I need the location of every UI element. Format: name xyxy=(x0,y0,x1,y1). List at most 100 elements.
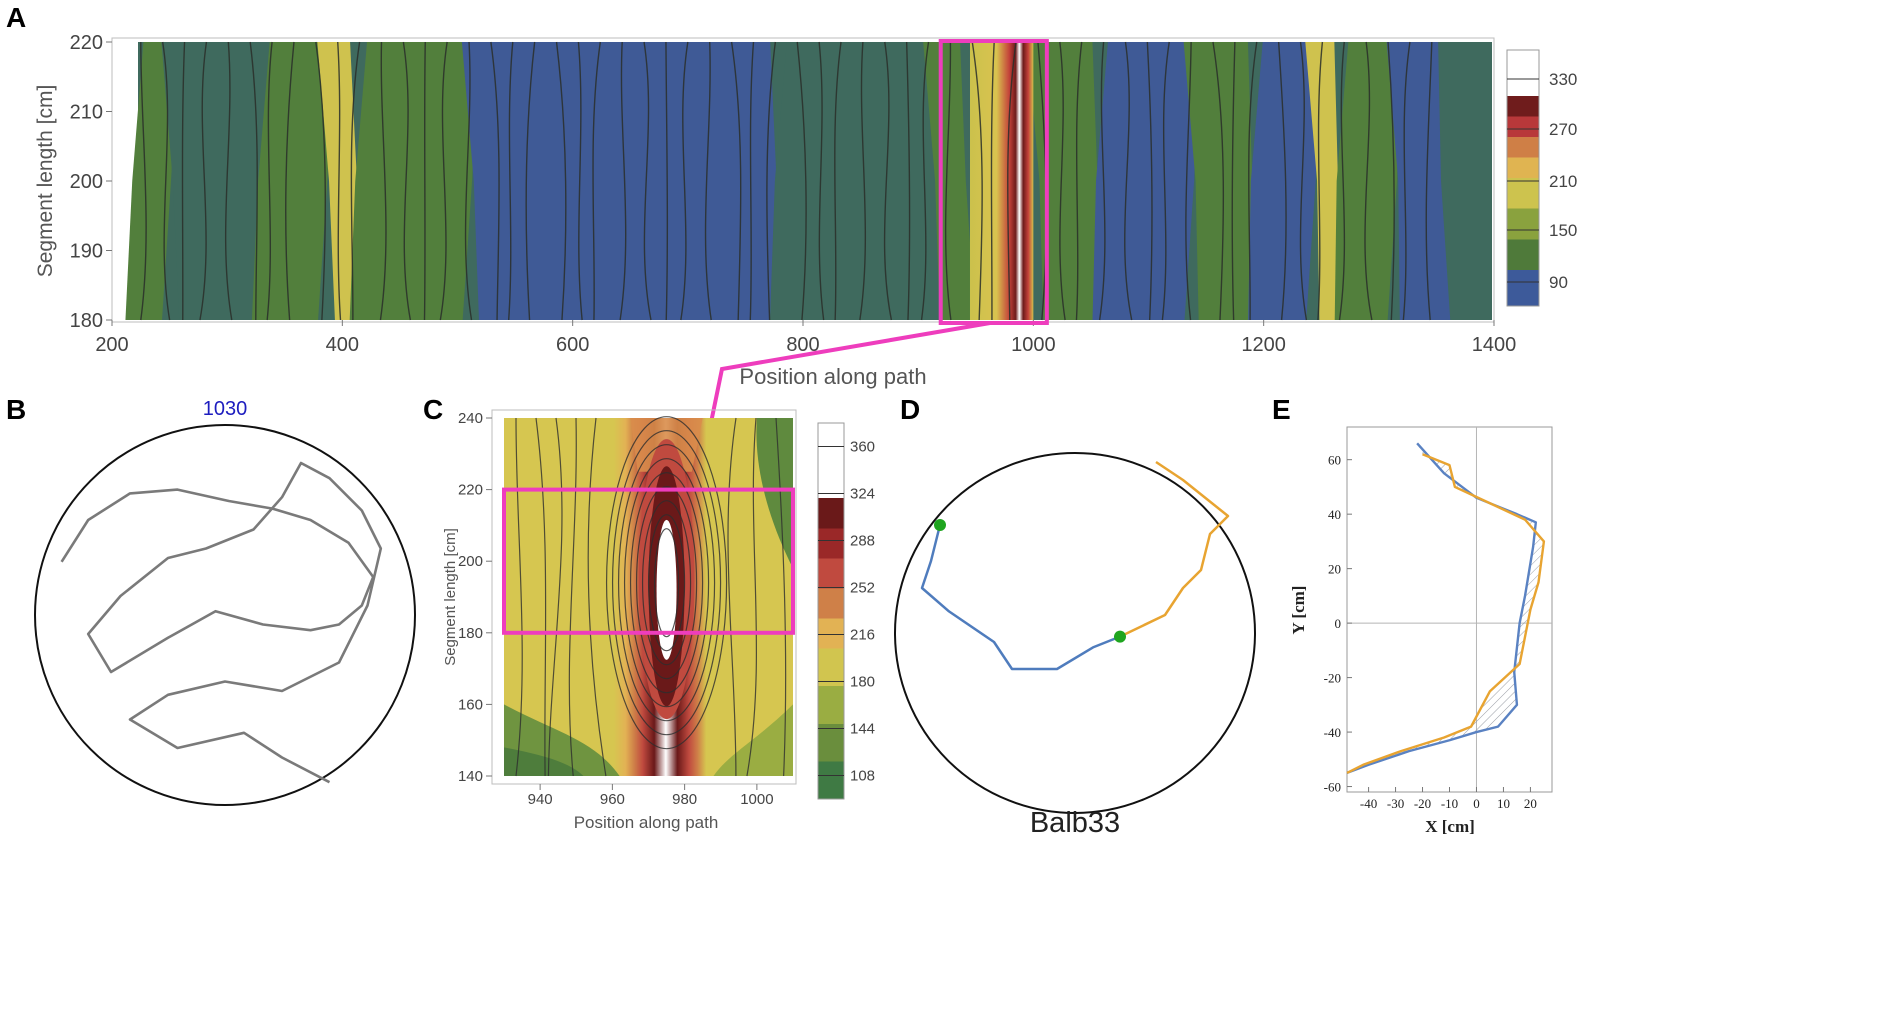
y-tick-label: 40 xyxy=(1328,507,1341,522)
y-tick-label: 200 xyxy=(70,171,103,193)
heatmap-a-contour xyxy=(944,41,952,321)
colorbar-a-label: 90 xyxy=(1549,273,1568,292)
heatmap-a-contour xyxy=(140,41,147,321)
y-tick-label: -20 xyxy=(1324,671,1341,686)
heatmap-a-contour xyxy=(749,41,755,321)
y-tick-label: 0 xyxy=(1335,616,1342,631)
colorbar-a-label: 270 xyxy=(1549,120,1577,139)
heatmap-c-peak-region xyxy=(656,519,677,660)
heatmap-c-contour xyxy=(746,417,758,777)
heatmap-a-contour xyxy=(402,41,412,321)
panel-a-ylabel: Segment length [cm] xyxy=(34,85,57,278)
heatmap-a-contour xyxy=(507,41,514,321)
heatmap-a-contour xyxy=(730,41,742,321)
x-tick-label: -10 xyxy=(1441,796,1458,811)
heatmap-a-contour xyxy=(619,41,627,321)
panel-d-trajectory-blue xyxy=(920,524,1121,671)
panel-a-heatmap: 200 400 600 800 1000 1200 1400180190200210220 … xyxy=(34,32,1577,389)
heatmap-c-green-region xyxy=(756,418,793,569)
heatmap-a-band xyxy=(1092,42,1199,320)
heatmap-a-contour xyxy=(350,41,361,321)
x-tick-label: -40 xyxy=(1360,796,1377,811)
panel-e-series-blue xyxy=(1346,442,1538,775)
heatmap-c-contour xyxy=(605,416,728,750)
heatmap-c-contour xyxy=(641,500,692,666)
y-tick-label: 190 xyxy=(70,241,103,263)
heatmap-a-contour xyxy=(423,41,426,321)
heatmap-a-contour xyxy=(199,41,208,321)
heatmap-c-contour xyxy=(629,472,704,694)
y-tick-label: 60 xyxy=(1328,453,1341,468)
heatmap-a-contour xyxy=(379,41,387,321)
heatmap-a-contour xyxy=(766,41,777,321)
panel-e-hatched-area xyxy=(1347,443,1544,773)
x-tick-label: -20 xyxy=(1414,796,1431,811)
y-tick-label: 140 xyxy=(458,768,483,785)
heatmap-a-band xyxy=(1248,42,1320,320)
y-tick-label: -40 xyxy=(1324,725,1341,740)
heatmap-c-contour xyxy=(775,417,787,777)
colorbar-c-label: 324 xyxy=(850,486,875,503)
x-tick-label: 1000 xyxy=(740,791,773,808)
heatmap-a-band xyxy=(1334,42,1401,320)
heatmap-c-contour xyxy=(547,417,563,777)
heatmap-a-contour xyxy=(1338,41,1346,321)
heatmap-a-contour xyxy=(920,41,930,321)
panel-label-d: D xyxy=(900,394,920,425)
heatmap-a-contour xyxy=(818,41,825,321)
y-tick-label: 210 xyxy=(70,102,103,124)
panel-e-series-orange xyxy=(1346,453,1546,775)
colorbar-c-label: 252 xyxy=(850,580,875,597)
panel-e-ylabel: Y [cm] xyxy=(1289,586,1308,635)
heatmap-a-contour xyxy=(1277,41,1287,321)
colorbar-c-label: 360 xyxy=(850,439,875,456)
heatmap-a-contour xyxy=(796,41,807,321)
y-tick-label: 220 xyxy=(70,32,103,54)
heatmap-a-contour xyxy=(464,41,473,321)
heatmap-a-contour xyxy=(1212,41,1225,321)
heatmap-a-contour xyxy=(1402,41,1411,321)
heatmap-a-contour xyxy=(1364,41,1373,321)
heatmap-a-contour xyxy=(1007,41,1017,321)
heatmap-a-contour xyxy=(1425,41,1433,321)
heatmap-a-contour xyxy=(665,41,669,321)
colorbar-c xyxy=(817,422,845,800)
heatmap-c-contour xyxy=(515,417,523,777)
heatmap-a-contour xyxy=(1075,41,1083,321)
y-tick-label: 180 xyxy=(70,310,103,332)
panel-d-title: Balb33 xyxy=(1030,807,1120,839)
panel-label-e: E xyxy=(1272,394,1291,425)
heatmap-a-band xyxy=(1386,42,1451,320)
x-tick-label: 980 xyxy=(672,791,697,808)
colorbar-a-label: 330 xyxy=(1549,70,1577,89)
heatmap-a-contour xyxy=(1146,41,1153,321)
heatmap-a-contour xyxy=(680,41,689,321)
heatmap-a-contour xyxy=(643,41,652,321)
heatmap-c-contour xyxy=(617,444,716,722)
x-tick-label: 200 xyxy=(95,334,128,356)
heatmap-a-contour xyxy=(1124,41,1133,321)
heatmap-a-contour xyxy=(1098,41,1106,321)
panel-e-plot: -40 -30 -20 -10 0 10 20 -60 -40 -20 0 20 40 60 X [cm]… xyxy=(1289,426,1553,836)
y-tick-label: 160 xyxy=(458,696,483,713)
heatmap-a-contour xyxy=(1387,41,1395,321)
panel-label-c: C xyxy=(423,394,443,425)
heatmap-a-band xyxy=(349,42,479,320)
y-tick-label: 240 xyxy=(458,410,483,427)
colorbar-c-label: 144 xyxy=(850,721,875,738)
x-tick-label: 0 xyxy=(1473,796,1480,811)
heatmap-a-contour xyxy=(555,41,567,321)
x-tick-label: 800 xyxy=(786,334,819,356)
heatmap-a-contour xyxy=(859,41,867,321)
panel-c-ylabel: Segment length [cm] xyxy=(442,528,459,666)
heatmap-c-contour xyxy=(635,486,698,680)
y-tick-label: 180 xyxy=(458,625,483,642)
panel-c-heatmap: 940 960 980 1000 140 160 180 200 220 240 Position… xyxy=(442,409,875,832)
heatmap-a-contour xyxy=(1317,41,1324,321)
x-tick-label: 10 xyxy=(1497,796,1510,811)
heatmap-a-contour xyxy=(315,41,326,321)
heatmap-a-contour xyxy=(490,41,500,321)
panel-d-arena-circle xyxy=(894,452,1256,814)
heatmap-a-contour xyxy=(1161,41,1170,321)
